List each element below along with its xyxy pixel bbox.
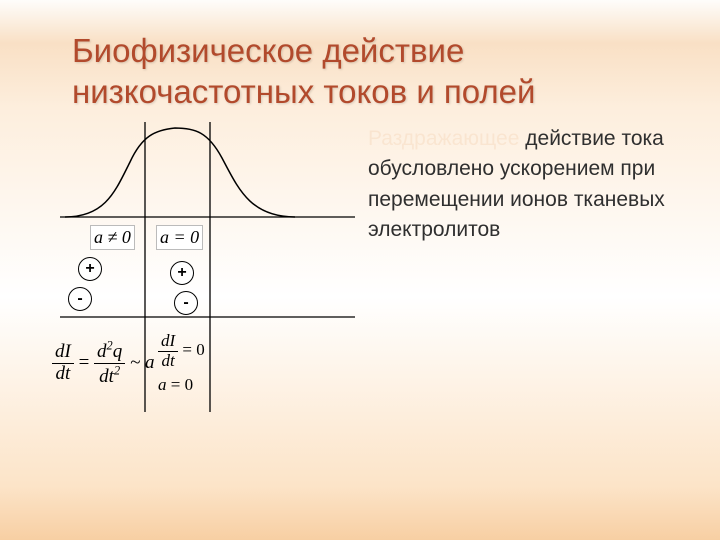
diagram: a ≠ 0 a = 0 + + - - dI dt = d2q dt2 ~ a … — [60, 122, 360, 482]
dt2: dt2 — [99, 366, 120, 387]
ion-minus-2: - — [174, 291, 198, 315]
ion-minus-1: - — [68, 287, 92, 311]
annot-a-nonzero: a ≠ 0 — [90, 225, 135, 250]
eq0-1: = 0 — [182, 340, 204, 359]
title-line-1: Биофизическое действие — [72, 32, 464, 69]
formula-right: dI dt = 0 a = 0 — [158, 332, 205, 396]
annot-a-zero: a = 0 — [156, 225, 203, 250]
formula-left: dI dt = d2q dt2 ~ a — [52, 340, 155, 387]
slide-title: Биофизическое действие низкочастотных то… — [72, 30, 535, 113]
faded-word: Раздражающее — [368, 127, 519, 150]
d2q: d2q — [97, 341, 122, 362]
title-line-2: низкочастотных токов и полей — [72, 73, 535, 110]
ion-plus-1: + — [78, 257, 102, 281]
body-text: Раздражающее действие тока обусловлено у… — [368, 124, 668, 246]
tail: ~ a — [130, 352, 155, 373]
bell-curve — [65, 128, 295, 217]
ion-plus-2: + — [170, 261, 194, 285]
